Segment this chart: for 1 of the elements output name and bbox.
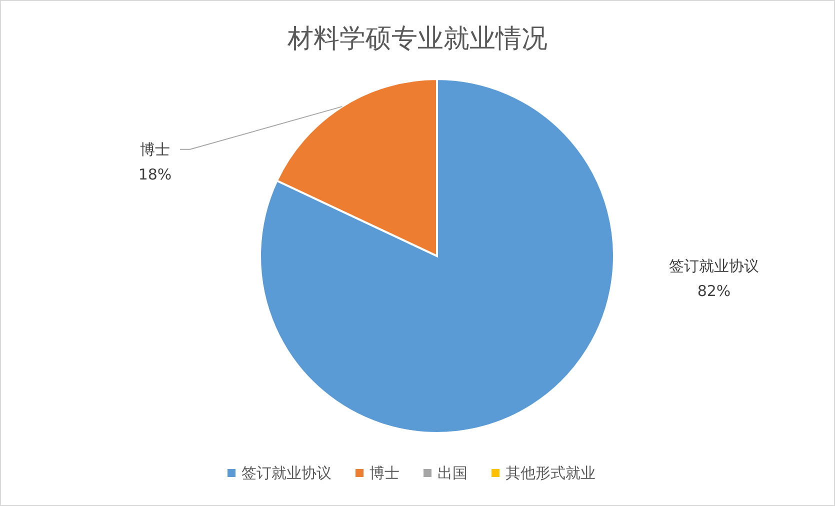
title: 材料学硕专业就业情况 [288, 24, 548, 54]
